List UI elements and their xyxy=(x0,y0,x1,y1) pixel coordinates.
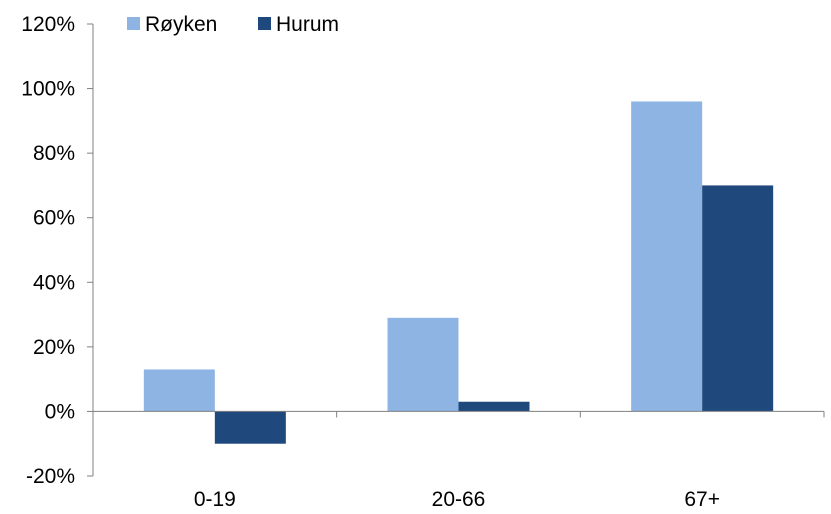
y-axis-ticks: -20% 0% 20% 40% 60% 80% 100% 120% xyxy=(21,13,93,488)
bar-series xyxy=(143,101,774,444)
x-category-label: 0-19 xyxy=(194,488,236,511)
bar-r-yken-20-66 xyxy=(387,317,459,412)
y-tick-label: 100% xyxy=(21,78,75,101)
y-tick-label: 40% xyxy=(33,271,75,294)
legend: Røyken Hurum xyxy=(127,13,339,36)
legend-label: Hurum xyxy=(276,13,339,36)
x-axis-labels: 0-19 20-66 67+ xyxy=(194,488,720,511)
y-tick-label: 0% xyxy=(45,400,75,423)
legend-label: Røyken xyxy=(145,13,217,36)
axes xyxy=(92,24,825,476)
y-tick-label: 80% xyxy=(33,142,75,165)
x-category-label: 20-66 xyxy=(432,488,486,511)
legend-swatch-r-yken xyxy=(127,17,140,30)
y-tick-label: 60% xyxy=(33,207,75,230)
legend-swatch-hurum xyxy=(258,17,271,30)
bar-hurum-0-19 xyxy=(214,411,286,444)
bar-r-yken-0-19 xyxy=(143,369,215,412)
x-category-label: 67+ xyxy=(684,488,720,511)
y-tick-label: 20% xyxy=(33,336,75,359)
bar-hurum-20-66 xyxy=(458,401,530,412)
y-tick-label: -20% xyxy=(26,465,75,488)
y-tick-label: 120% xyxy=(21,13,75,36)
bar-r-yken-67+ xyxy=(631,101,703,412)
bar-hurum-67+ xyxy=(702,185,774,412)
